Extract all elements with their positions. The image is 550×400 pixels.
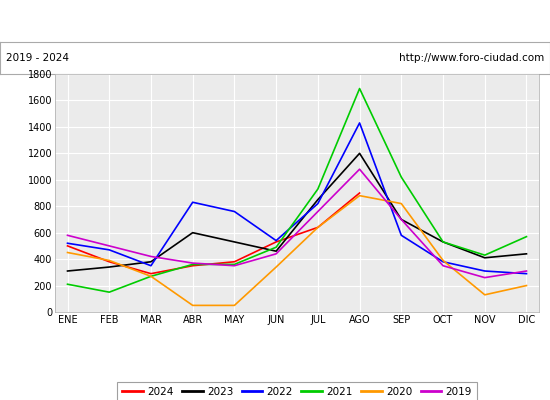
Text: Evolucion Nº Turistas Nacionales en el municipio de Villamontán de la Valduerna: Evolucion Nº Turistas Nacionales en el m… (0, 14, 550, 28)
Text: http://www.foro-ciudad.com: http://www.foro-ciudad.com (399, 53, 544, 63)
Text: 2019 - 2024: 2019 - 2024 (6, 53, 69, 63)
Legend: 2024, 2023, 2022, 2021, 2020, 2019: 2024, 2023, 2022, 2021, 2020, 2019 (117, 382, 477, 400)
